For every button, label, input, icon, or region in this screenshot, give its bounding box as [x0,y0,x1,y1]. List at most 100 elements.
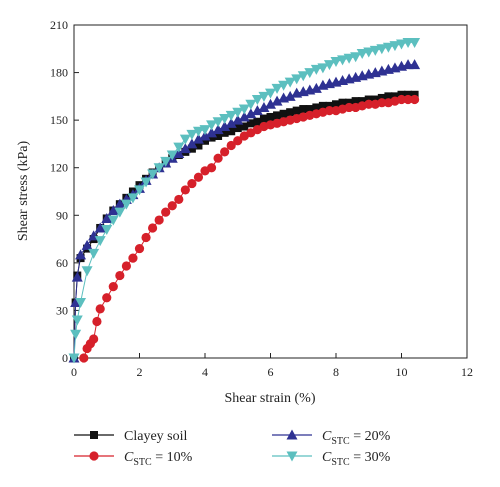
data-point [278,80,290,91]
data-point [409,59,421,70]
data-point [279,109,288,118]
data-point [192,133,204,144]
data-point [310,64,322,75]
data-point [214,132,223,140]
data-point [68,353,80,364]
series-2 [79,94,420,363]
x-tick-label: 10 [396,365,408,379]
y-tick-label: 120 [50,161,68,175]
data-point [134,185,145,196]
legend-label-tail: = 10% [152,450,193,465]
data-point [114,198,126,209]
legend-label-main: C [322,429,332,444]
data-point [291,74,303,85]
legend-label-main: Clayey soil [124,429,187,444]
data-point [377,98,387,108]
x-tick-label: 6 [268,365,274,379]
data-point [297,71,309,82]
data-point [225,117,237,128]
x-tick-label: 4 [202,365,208,379]
data-point [81,266,93,277]
legend-item: Clayey soil [74,429,187,444]
data-point [233,124,242,133]
x-tick-label: 2 [137,365,143,379]
legend-item: CSTC = 20% [272,429,391,447]
y-tick-label: 0 [62,351,68,365]
data-point [94,236,106,247]
data-point [179,134,191,145]
data-point [201,136,209,145]
data-point [179,143,191,154]
data-point [187,178,197,189]
data-point [147,169,159,180]
series-line [83,99,415,359]
x-tick-label: 0 [71,365,77,379]
data-point [220,128,229,137]
data-point [220,147,230,157]
legend-item: CSTC = 30% [272,450,391,468]
data-point [238,104,250,115]
data-point [148,223,158,233]
data-point [358,97,367,106]
data-point [94,222,106,233]
legend-label: CSTC = 20% [322,429,391,447]
data-point [266,112,275,121]
data-point [167,201,177,211]
series-4 [68,37,421,364]
data-point [79,353,89,363]
legend-marker [286,429,298,440]
data-point [192,126,204,137]
data-point [396,39,407,50]
legend-label: CSTC = 10% [124,450,193,468]
data-point [410,90,419,99]
data-point [351,97,360,106]
data-point [173,147,185,158]
data-point [245,108,257,119]
data-point [115,270,125,281]
data-point [174,194,184,205]
data-point [92,316,102,327]
series-layer [68,37,421,364]
data-point [350,52,362,63]
data-point [206,163,217,173]
axis-ticks [73,24,468,359]
legend-label: Clayey soil [124,429,187,444]
data-point [409,37,421,48]
data-point [173,142,185,153]
data-point [284,77,296,88]
legend: Clayey soil CSTC = 10% CSTC = 20% CSTC = 30… [74,429,391,468]
data-point [305,105,314,114]
data-point [107,205,119,216]
data-point [240,122,249,131]
data-point [161,207,171,217]
data-point [389,41,401,52]
data-point [325,101,334,110]
data-point [284,90,296,101]
data-point [89,334,99,344]
data-point [141,232,151,243]
x-tick-label: 8 [333,365,339,379]
data-point [233,136,243,146]
data-point [226,140,236,151]
legend-label: CSTC = 30% [322,450,391,468]
data-point [140,177,152,188]
data-point [186,138,198,149]
data-point [332,100,340,109]
data-point [364,99,374,109]
data-point [95,304,105,314]
data-point [134,243,145,254]
y-axis-title: Shear stress (kPa) [16,141,31,242]
data-point [232,107,244,118]
data-point [253,117,262,126]
data-point [317,63,329,74]
data-point [259,114,268,123]
data-point [404,90,413,99]
data-point [377,93,386,102]
data-point [180,185,190,195]
data-point [213,153,223,163]
data-point [344,102,354,113]
series-3 [68,59,421,363]
data-point [206,120,218,131]
